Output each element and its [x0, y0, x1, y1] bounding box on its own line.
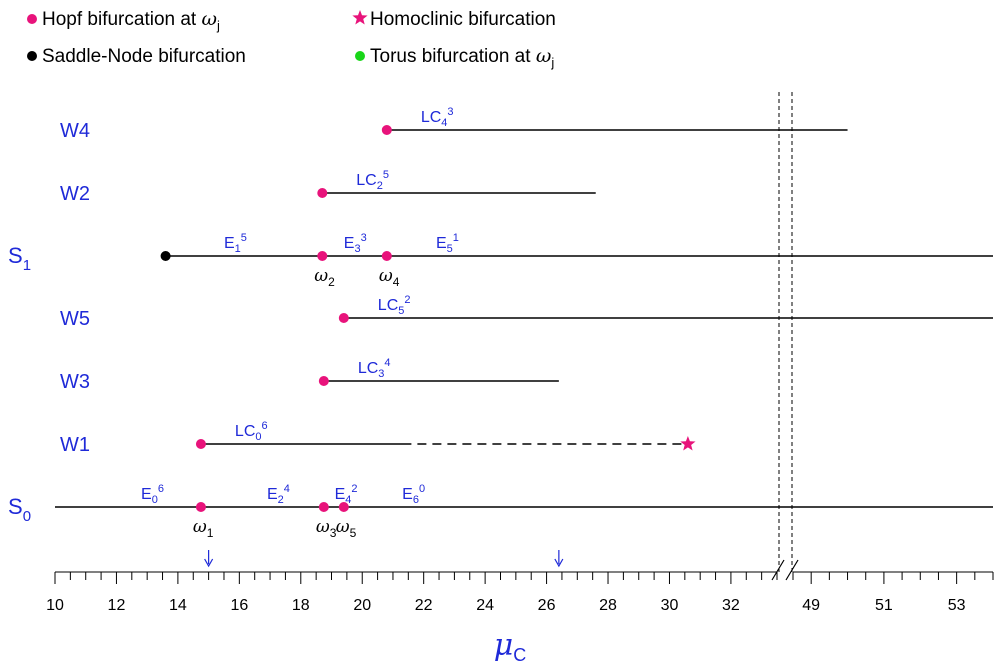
- omega-label-6-0: ω1: [193, 517, 214, 540]
- branch-lc-label-3: LC52: [378, 294, 411, 317]
- branch-lc-label-0: LC43: [421, 106, 454, 129]
- branch-name-5: W1: [60, 434, 90, 456]
- omega-label-2-1: ω4: [379, 266, 400, 289]
- axis-break-lines: [778, 92, 793, 575]
- branch-lc-label-5: LC06: [235, 420, 268, 443]
- segment-label-2-1: E33: [344, 232, 367, 255]
- hopf-point-2-0: [317, 251, 328, 261]
- tick-label-10: 10: [46, 597, 64, 614]
- legend-marker-0: [27, 14, 37, 24]
- segment-label-6-3: E60: [402, 483, 425, 506]
- tick-label-20: 20: [353, 597, 371, 614]
- legend-marker-3: [355, 51, 365, 61]
- tick-label-30: 30: [661, 597, 679, 614]
- branch-name-2: S1: [8, 243, 31, 274]
- hopf-point-6-1: [318, 502, 329, 512]
- segment-label-2-0: E15: [224, 232, 247, 255]
- axis-break-slash-left: [771, 559, 785, 581]
- tick-label-12: 12: [108, 597, 126, 614]
- tick-label-16: 16: [230, 597, 248, 614]
- branch-name-1: W2: [60, 183, 90, 205]
- branch-name-4: W3: [60, 371, 90, 393]
- hopf-point-5: [195, 439, 206, 449]
- segment-label-6-1: E24: [267, 483, 290, 506]
- hopf-point-4: [318, 376, 329, 386]
- segment-label-6-0: E06: [141, 483, 164, 506]
- arrow-marker-head-0: [204, 558, 214, 568]
- saddle-node-point: [160, 251, 171, 261]
- hopf-point-3: [338, 313, 349, 323]
- hopf-point-6-0: [195, 502, 206, 512]
- tick-label-22: 22: [415, 597, 433, 614]
- omega-label-2-0: ω2: [314, 266, 335, 289]
- tick-label-32: 32: [722, 597, 740, 614]
- branches: W4 LC43 W2 LC25 S1 E15 E33 E51 ω2 ω4 W5 LC52 W3 LC34 W…: [8, 106, 993, 540]
- tick-label-24: 24: [476, 597, 494, 614]
- legend-label-3: Torus bifurcation at ωj: [370, 45, 554, 70]
- segment-label-6-2: E42: [335, 483, 358, 506]
- axis-title: μC: [494, 628, 527, 665]
- branch-name-0: W4: [60, 120, 90, 142]
- hopf-point-1: [317, 188, 328, 198]
- legend-star-marker: [352, 10, 368, 25]
- branch-name-6: S0: [8, 494, 31, 525]
- branch-lc-label-1: LC25: [356, 169, 389, 192]
- branch-lc-label-4: LC34: [358, 357, 391, 380]
- omega-label-6-2: ω5: [336, 517, 357, 540]
- tick-label-26: 26: [538, 597, 556, 614]
- tick-label-18: 18: [292, 597, 310, 614]
- omega-label-6-1: ω3: [316, 517, 337, 540]
- tick-label-14: 14: [169, 597, 187, 614]
- homoclinic-star-marker: [680, 436, 696, 451]
- hopf-point-2-1: [381, 251, 392, 261]
- arrow-marker-head-1: [554, 558, 564, 568]
- hopf-point-6-2: [338, 502, 349, 512]
- hopf-point-0: [381, 125, 392, 135]
- segment-label-2-2: E51: [436, 232, 459, 255]
- tick-label-49: 49: [802, 597, 820, 614]
- legend: Hopf bifurcation at ωj Homoclinic bifurca…: [27, 8, 556, 70]
- tick-label-51: 51: [875, 597, 893, 614]
- legend-label-2: Saddle-Node bifurcation: [42, 46, 246, 67]
- branch-name-3: W5: [60, 308, 90, 330]
- legend-label-0: Hopf bifurcation at ωj: [42, 8, 220, 33]
- legend-label-1: Homoclinic bifurcation: [370, 9, 556, 30]
- axis-break-slash-right: [785, 559, 799, 581]
- legend-marker-2: [27, 51, 37, 61]
- x-axis: 10 12 14 16 18 20 22 24 26 28 30 32 49 51 53 μC: [46, 550, 994, 665]
- tick-label-53: 53: [948, 597, 966, 614]
- tick-label-28: 28: [599, 597, 617, 614]
